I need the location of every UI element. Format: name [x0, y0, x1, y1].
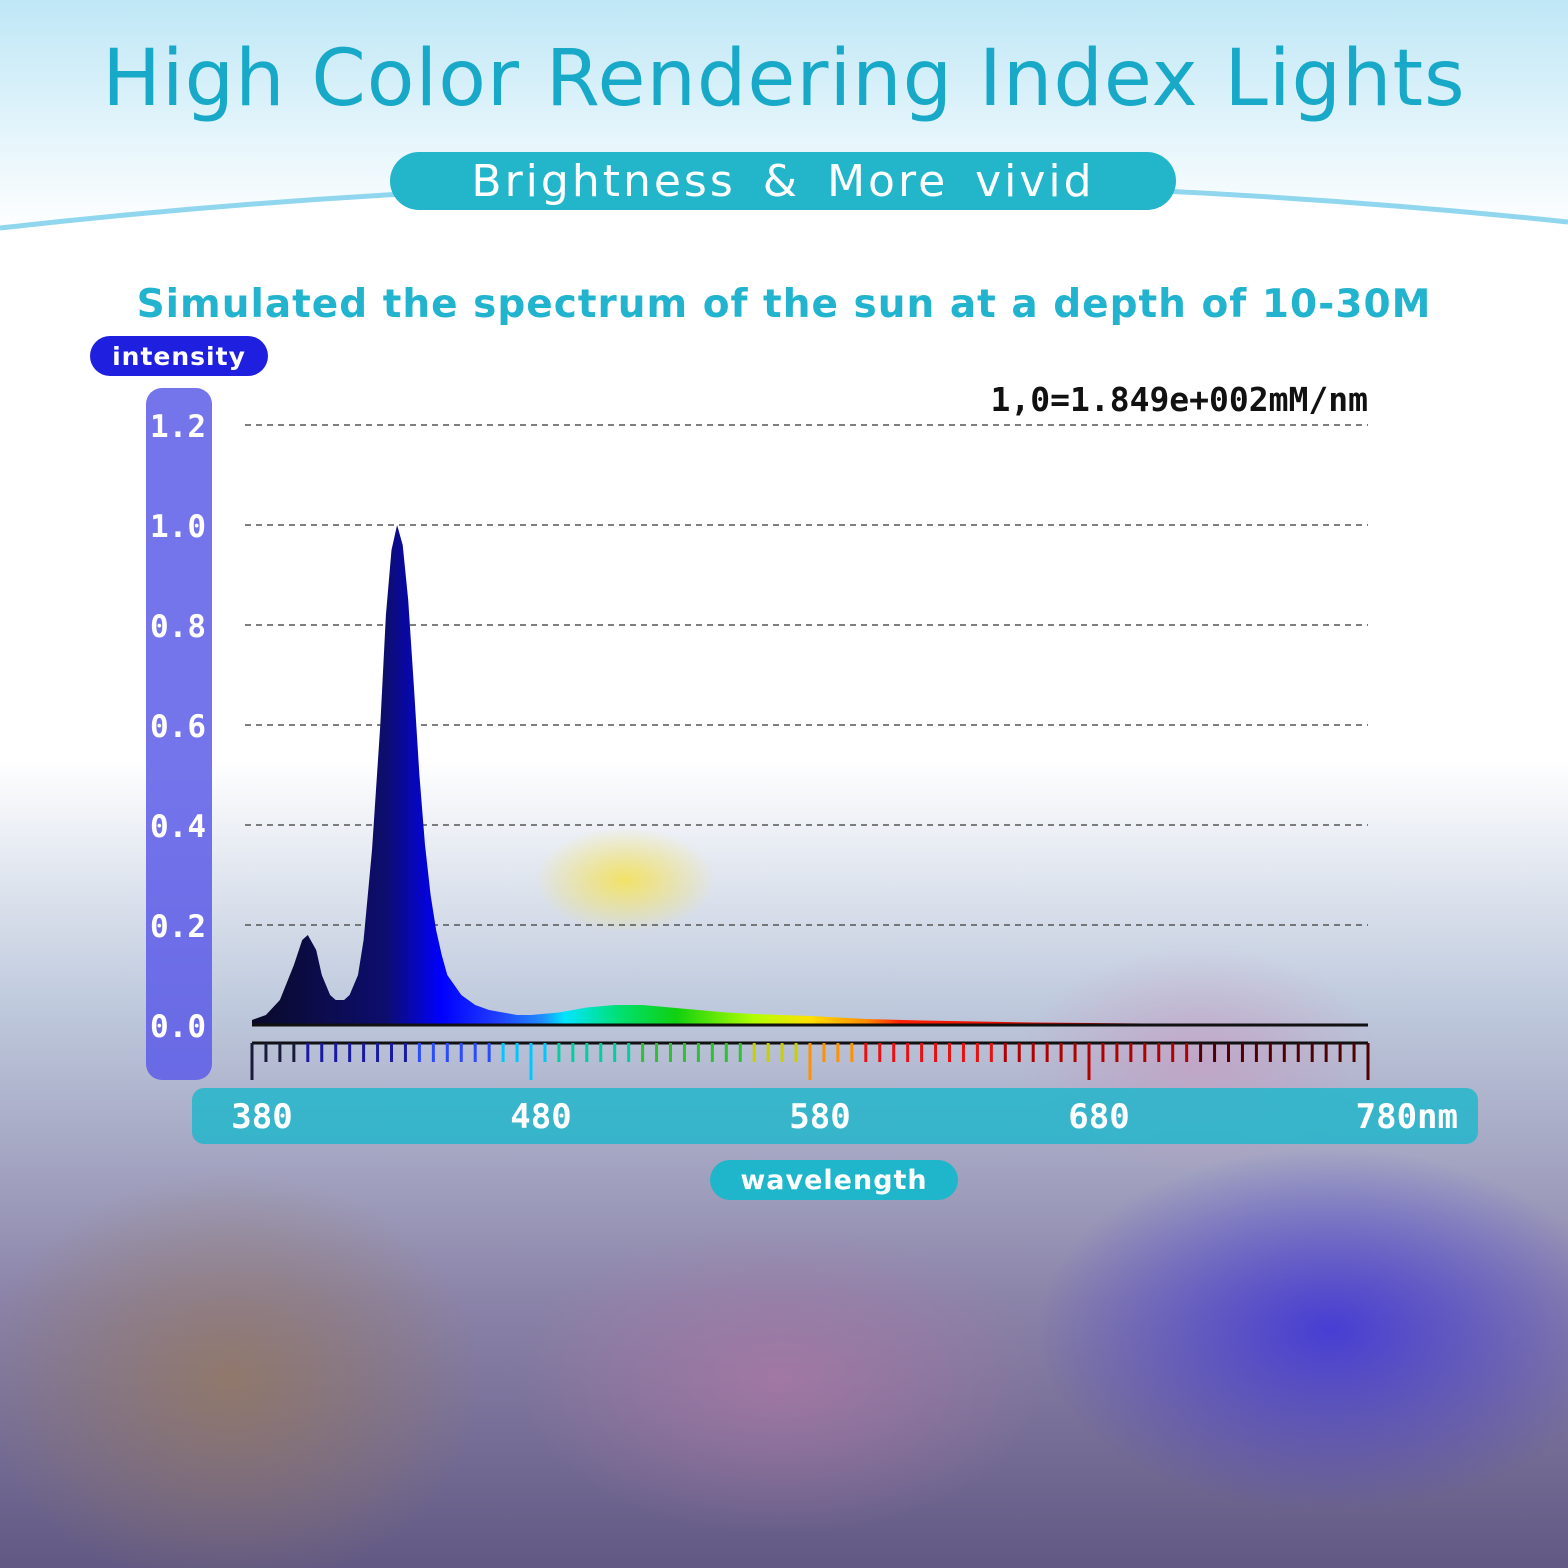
x-tick-label: 480	[510, 1097, 571, 1137]
y-tick-label: 0.6	[150, 709, 206, 745]
y-tick-label: 1.0	[150, 509, 206, 545]
y-axis-band	[146, 388, 212, 1080]
page-title: High Color Rendering Index Lights	[102, 34, 1466, 124]
subtitle: Brightness & More vivid	[471, 155, 1095, 207]
x-axis-label: wavelength	[710, 1160, 958, 1200]
x-axis-band	[192, 1088, 1478, 1144]
unit-note: 1,0=1.849e+002mM/nm	[990, 380, 1369, 419]
subtitle-pill: Brightness & More vivid	[390, 152, 1176, 210]
chart-title: Simulated the spectrum of the sun at a d…	[136, 282, 1432, 327]
x-tick-label: 780nm	[1356, 1097, 1458, 1137]
y-axis-label: intensity	[90, 336, 268, 376]
spectrum-area	[252, 525, 1368, 1025]
x-tick-label: 680	[1068, 1097, 1129, 1137]
x-tick-label: 580	[789, 1097, 850, 1137]
y-tick-label: 0.4	[150, 809, 206, 845]
y-tick-label: 0.0	[150, 1009, 206, 1045]
y-tick-label: 1.2	[150, 409, 206, 445]
x-tick-label: 380	[231, 1097, 292, 1137]
y-tick-label: 0.2	[150, 909, 206, 945]
y-tick-label: 0.8	[150, 609, 206, 645]
